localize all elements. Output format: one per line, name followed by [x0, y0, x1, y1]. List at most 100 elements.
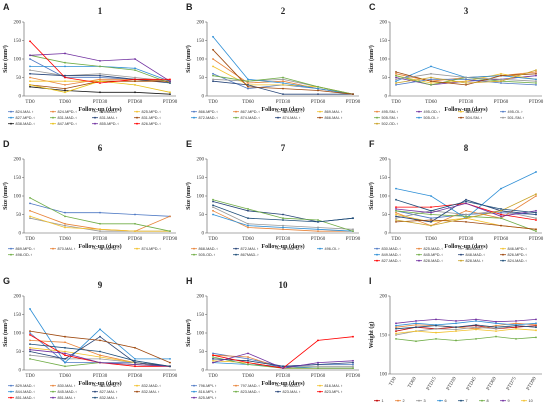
series-line	[395, 336, 537, 342]
data-point	[430, 76, 432, 79]
data-point	[435, 327, 437, 330]
legend-marker	[52, 390, 54, 393]
data-point	[465, 209, 467, 212]
legend-marker	[460, 110, 462, 113]
data-point	[29, 69, 31, 71]
data-point	[352, 365, 354, 368]
legend-label: 830-MAI-♀	[58, 384, 76, 388]
data-point	[430, 219, 432, 221]
data-point	[317, 230, 319, 233]
data-point	[465, 198, 467, 201]
data-point	[500, 224, 502, 227]
x-tick-label: PTD45	[466, 376, 478, 391]
data-point	[29, 80, 31, 83]
data-point	[99, 211, 101, 214]
data-point	[169, 93, 171, 96]
data-point	[64, 87, 66, 90]
legend-marker	[52, 122, 54, 125]
data-point	[134, 91, 136, 94]
data-point	[465, 80, 467, 83]
data-point	[134, 230, 136, 233]
legend-marker	[193, 390, 195, 393]
data-point	[430, 206, 432, 208]
legend-marker	[94, 384, 96, 387]
data-point	[515, 327, 517, 330]
data-point	[500, 209, 502, 212]
legend-label: 3	[424, 399, 426, 403]
data-point	[99, 335, 101, 338]
x-tick-label: TD60	[59, 100, 71, 105]
legend-label: 874-MPD-♀	[142, 247, 162, 251]
data-point	[29, 350, 31, 353]
series-line	[212, 49, 354, 95]
data-point	[395, 76, 397, 79]
data-point	[535, 72, 537, 75]
data-point	[395, 221, 397, 223]
data-point	[500, 74, 502, 77]
legend-label: 8	[487, 399, 489, 403]
legend-marker	[319, 390, 321, 393]
chart-title: 10	[279, 280, 289, 290]
legend-label: 796-MPI-♀	[199, 384, 217, 388]
data-point	[29, 202, 31, 205]
x-tick-label: PTD60	[128, 100, 143, 105]
legend-label: 851-MAD-♀	[16, 396, 36, 400]
data-point	[475, 326, 477, 329]
data-point	[455, 320, 457, 322]
x-tick-label: PTD30	[93, 374, 108, 379]
legend-marker	[193, 253, 195, 256]
data-point	[500, 80, 502, 83]
legend-marker	[460, 259, 462, 262]
chart-title: 1	[98, 6, 103, 16]
legend-marker	[319, 384, 321, 387]
legend-marker	[439, 399, 441, 402]
data-point	[212, 35, 214, 38]
legend-label: 495-AO-♀	[466, 110, 483, 114]
legend-marker	[10, 384, 12, 387]
data-point	[134, 213, 136, 216]
legend-marker	[52, 384, 54, 387]
legend-label: 845-MAD-♀	[58, 390, 78, 394]
data-point	[134, 67, 136, 70]
data-point	[134, 80, 136, 83]
data-point	[64, 346, 66, 349]
data-point	[395, 338, 397, 340]
legend-marker	[418, 399, 420, 402]
legend-marker	[94, 247, 96, 250]
data-point	[99, 78, 101, 81]
legend-label: 846-MPD-♀	[508, 247, 528, 251]
chart-title: 3	[464, 6, 469, 16]
data-point	[169, 365, 171, 368]
data-point	[29, 354, 31, 357]
data-point	[430, 195, 432, 197]
data-point	[352, 361, 354, 364]
y-tick-label: 50	[382, 76, 388, 81]
legend-marker	[10, 390, 12, 393]
y-tick-label: 100	[14, 195, 22, 200]
data-point	[465, 221, 467, 223]
data-point	[212, 74, 214, 77]
data-point	[29, 85, 31, 88]
data-point	[317, 85, 319, 88]
legend-marker	[418, 116, 420, 119]
legend-marker	[460, 399, 462, 402]
y-tick-label: 50	[199, 213, 205, 218]
data-point	[500, 217, 502, 220]
x-tick-label: TD0	[25, 237, 35, 242]
data-point	[99, 82, 101, 84]
data-point	[247, 217, 249, 220]
data-point	[535, 82, 537, 84]
data-point	[282, 87, 284, 90]
legend-marker	[52, 396, 54, 399]
data-point	[134, 365, 136, 368]
panel-letter: H	[186, 276, 193, 286]
legend-marker	[94, 390, 96, 393]
y-axis-label: Size (mm³)	[2, 182, 9, 210]
legend-marker	[94, 122, 96, 125]
legend-label: 6	[445, 399, 447, 403]
data-point	[282, 365, 284, 368]
x-tick-label: PTD60	[486, 376, 498, 391]
data-point	[134, 76, 136, 79]
data-point	[169, 80, 171, 83]
legend-label: 851-MAI-♀	[58, 396, 76, 400]
